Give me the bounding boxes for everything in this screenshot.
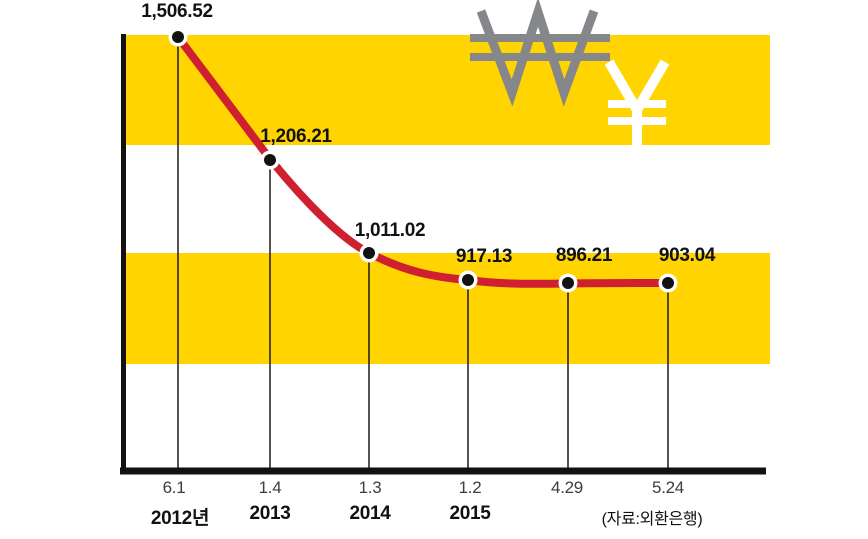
value-label-2015-4-29: 896.21 (555, 245, 613, 266)
x-tick-4-29: 4.29 (551, 478, 583, 497)
point-marker-rings (168, 27, 678, 293)
value-label-2015-1-2: 917.13 (455, 246, 513, 267)
source-note: (자료:외환은행) (601, 511, 703, 528)
x-tick-1-4: 1.4 (258, 478, 282, 497)
x-tick-5-24: 5.24 (652, 478, 684, 497)
point-marker-dots (172, 31, 674, 289)
x-year-2012: 2012년 (150, 508, 210, 529)
highlight-bands (126, 35, 770, 364)
data-point (462, 274, 474, 286)
won-sign-icon (470, 0, 610, 107)
value-label-2012-6-1: 1,506.52 (141, 1, 213, 22)
highlight-band-bottom (126, 253, 770, 364)
data-point (172, 31, 184, 43)
x-tick-6-1: 6.1 (162, 478, 186, 497)
data-point (363, 247, 375, 259)
value-label-2015-5-24: 903.04 (658, 245, 716, 266)
x-year-2015: 2015 (449, 503, 491, 524)
data-point (264, 154, 276, 166)
point-drop-lines (177, 37, 669, 468)
value-label-2014-1-3: 1,011.02 (354, 220, 426, 241)
data-point (562, 277, 574, 289)
x-year-2013: 2013 (249, 503, 291, 524)
x-tick-1-3: 1.3 (358, 478, 382, 497)
x-year-2014: 2014 (349, 503, 391, 524)
x-tick-1-2: 1.2 (458, 478, 482, 497)
yen-sign-icon (604, 59, 670, 147)
data-point (662, 277, 674, 289)
highlight-band-top (126, 35, 770, 145)
value-label-2013-1-4: 1,206.21 (260, 126, 332, 147)
axes (120, 34, 766, 475)
